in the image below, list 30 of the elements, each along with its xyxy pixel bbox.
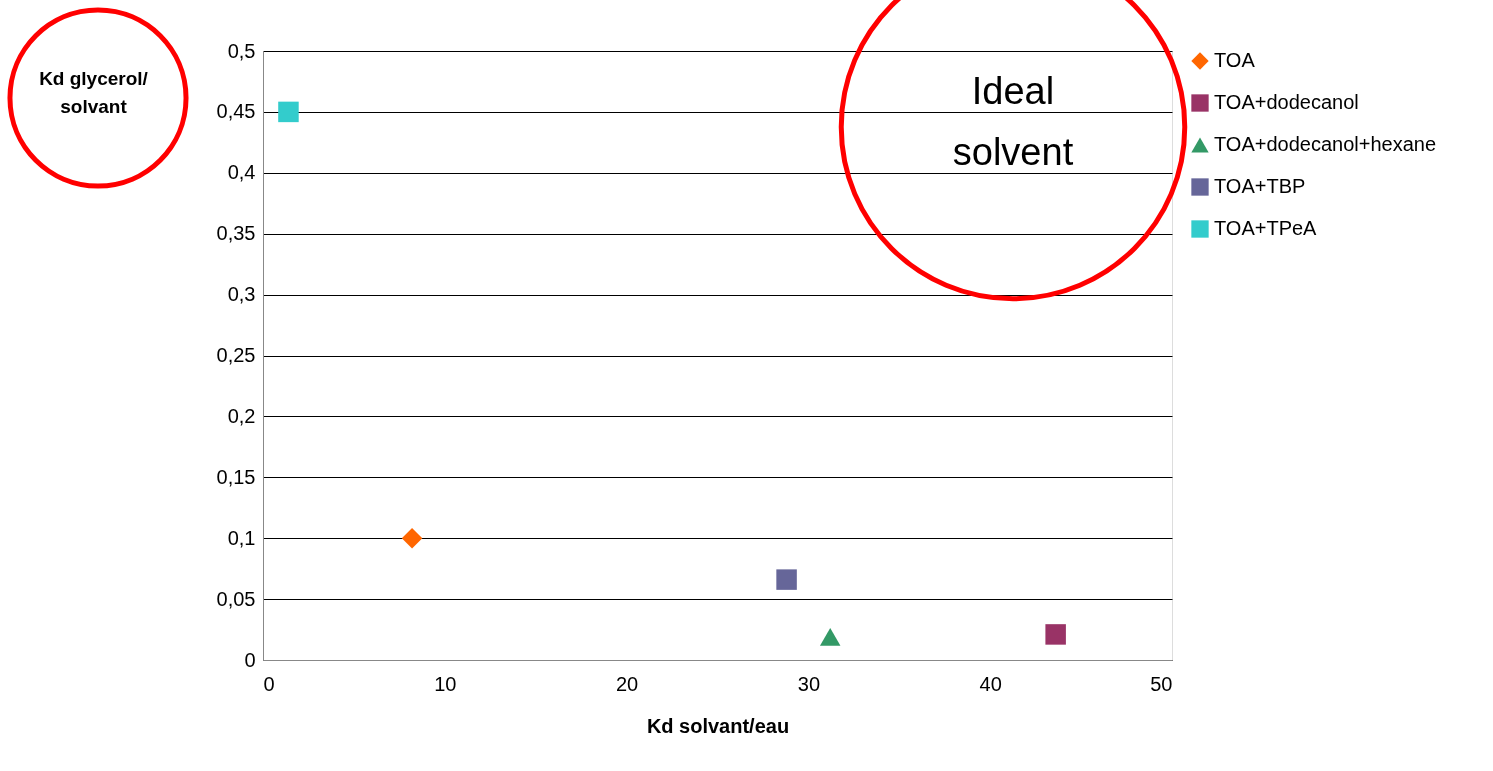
- y-tick-label: 0: [244, 648, 256, 671]
- point: [819, 627, 841, 646]
- point: [401, 527, 423, 549]
- y-tick-label: 0,35: [216, 222, 256, 245]
- y-tick-label: 0,5: [227, 39, 256, 62]
- legend-label: TOA+dodecanol: [1214, 91, 1359, 113]
- point: [1045, 624, 1066, 645]
- x-tick-label: 30: [797, 672, 821, 695]
- y-tick-label: 0,45: [216, 100, 256, 123]
- x-tick-label: 20: [615, 672, 639, 695]
- x-axis-title: Kd solvant/eau: [646, 714, 790, 737]
- y-tick-label: 0,1: [227, 526, 256, 549]
- annotation: Ideal solvent: [952, 70, 1074, 173]
- y-tick-label: 0,4: [227, 161, 256, 184]
- legend-label: TOA: [1214, 49, 1256, 71]
- point: [776, 569, 797, 590]
- point: [278, 101, 299, 123]
- legend-label: TOA+dodecanol+hexane: [1214, 133, 1437, 155]
- y-tick-label: 0,3: [227, 283, 256, 306]
- legend-label: TOA+TBP: [1214, 175, 1306, 197]
- y-tick-label: 0,2: [227, 404, 256, 427]
- y-tick-label: 0,15: [216, 465, 256, 488]
- x-tick-label: 50: [1150, 672, 1173, 695]
- legend-label: TOA+TPeA: [1214, 217, 1318, 239]
- y-tick-label: 0,05: [216, 587, 256, 610]
- x-tick-label: 10: [434, 672, 457, 695]
- y-tick-label: 0,25: [216, 344, 256, 366]
- y-axis-title: Kd glycerol/ solvant: [39, 67, 149, 117]
- x-tick-label: 0: [263, 672, 275, 695]
- x-tick-label: 40: [979, 672, 1002, 695]
